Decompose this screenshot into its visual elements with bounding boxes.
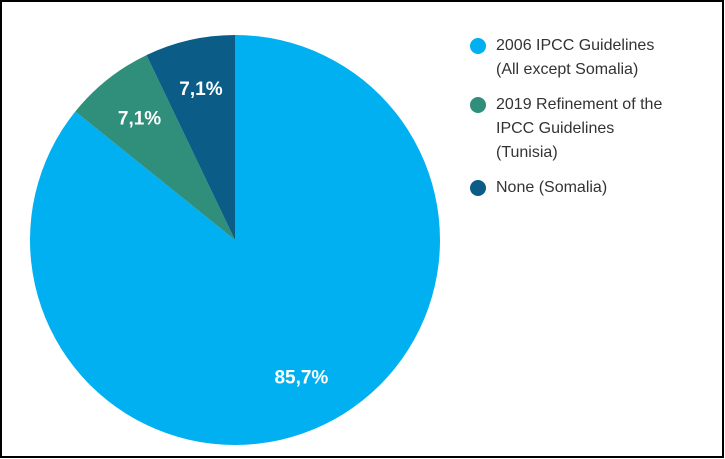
pie-slice [75,55,235,241]
data-label: 7,1% [118,108,161,129]
legend-label: 2006 IPCC Guidelines (All except Somalia) [496,37,654,78]
data-label: 85,7% [274,368,328,389]
pie-slice [146,35,235,240]
legend-label: None (Somalia) [496,179,607,196]
data-label: 7,1% [179,79,222,100]
legend-label: 2019 Refinement of the IPCC Guidelines (Tu… [496,96,662,161]
legend-swatch [470,38,486,54]
legend-swatch [470,97,486,113]
legend-swatch [470,180,486,196]
legend-item: None (Somalia) [470,179,607,196]
legend-item: 2019 Refinement of the IPCC Guidelines (Tu… [470,96,662,161]
legend-item: 2006 IPCC Guidelines (All except Somalia) [470,37,654,78]
